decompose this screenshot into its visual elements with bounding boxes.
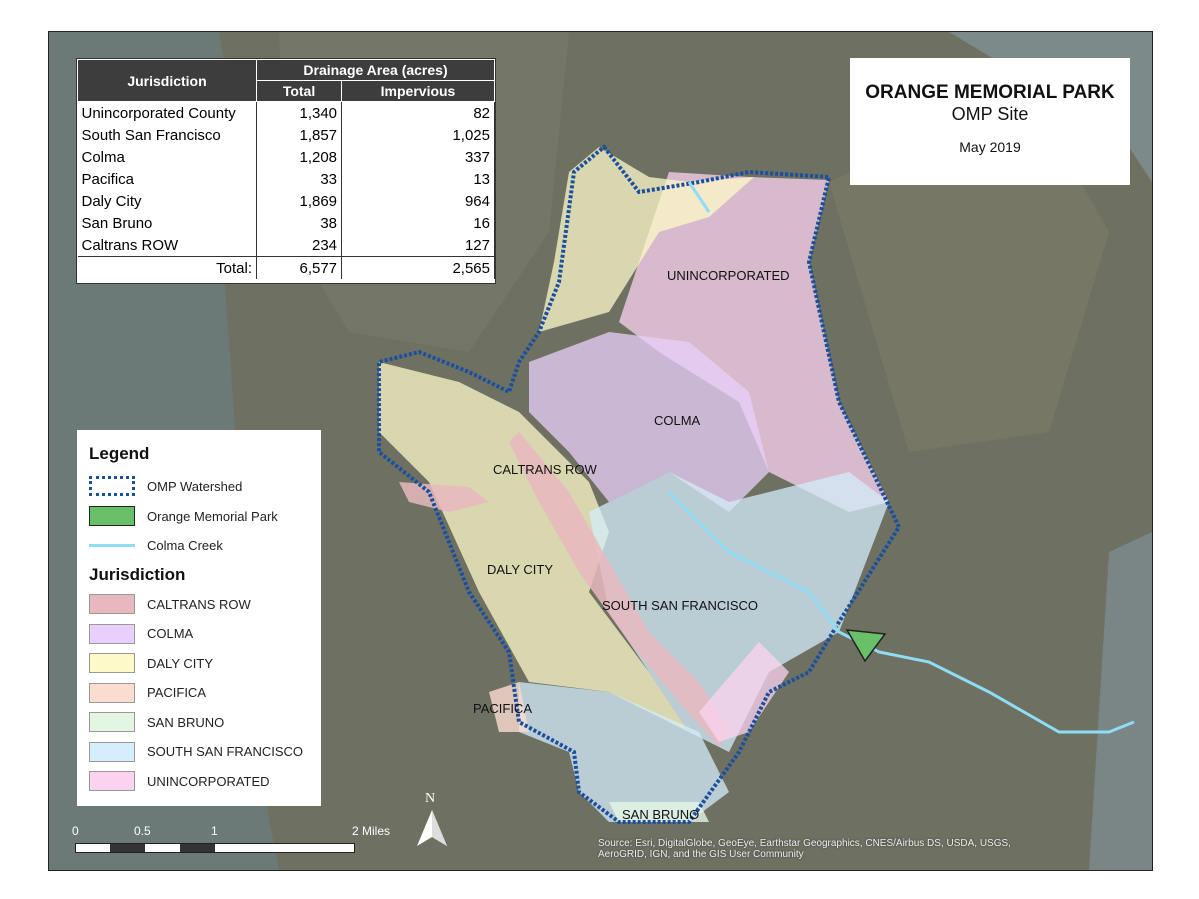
jurisdiction-label: SAN BRUNO [147,714,225,730]
north-arrow: N [417,791,447,846]
caltrans-row-area [509,432,729,747]
jurisdiction-heading: Jurisdiction [89,565,186,584]
south-sf-area-lower [519,682,729,822]
legend-item-unincorporated: UNINCORPORATED [89,769,270,793]
table-row: San Bruno 38 16 [77,212,495,234]
table-header-drainage: Drainage Area (acres) [256,59,495,81]
jurisdiction-label: DALY CITY [147,655,213,671]
table-header-jurisdiction: Jurisdiction [77,59,257,102]
label-caltrans: CALTRANS ROW [493,462,597,477]
legend-item-san-bruno: SAN BRUNO [89,710,224,734]
table-row: Unincorporated County 1,340 82 [77,101,495,124]
watershed-swatch [89,476,135,496]
label-south-sf: SOUTH SAN FRANCISCO [602,598,759,613]
jurisdiction-swatch [89,741,135,762]
legend-item-creek: Colma Creek [89,533,223,557]
colma-area [529,332,769,512]
san-bruno-area [609,802,709,822]
jurisdiction-swatch [89,623,135,644]
unincorporated-patch [699,642,789,742]
jurisdiction-swatch [89,712,135,732]
legend-item-daly-city: DALY CITY [89,651,213,675]
legend-item-south-san-francisco: SOUTH SAN FRANCISCO [89,740,303,764]
legend-item-park: Orange Memorial Park [89,504,278,528]
unincorporated-area [619,172,889,512]
table-row: Colma 1,208 337 [77,146,495,168]
jurisdiction-label: SOUTH SAN FRANCISCO [147,744,304,759]
table-header-impervious: Impervious [341,80,495,102]
omp-watershed-outline [377,144,902,824]
scale-label-1: 1 [211,824,218,838]
north-label: N [425,791,435,806]
colma-creek-line [667,181,1135,734]
scale-label-2: 2 Miles [352,824,391,838]
legend-item-colma: COLMA [89,622,193,646]
table-header-total: Total [255,80,343,102]
table-row: Daly City 1,869 964 [77,190,495,212]
jurisdiction-swatch [89,771,135,791]
legend-panel: Legend OMP Watershed Orange Memorial Par… [77,430,321,806]
attribution: Source: Esri, DigitalGlobe, GeoEye, Eart… [598,838,1011,860]
table-row: Caltrans ROW 234 127 [77,234,495,257]
drainage-area-table: Jurisdiction Drainage Area (acres) Total… [76,58,496,284]
legend-item-watershed: OMP Watershed [89,474,242,498]
legend-item-caltrans-row: CALTRANS ROW [89,592,251,616]
jurisdiction-swatch [89,682,135,703]
title-box: ORANGE MEMORIAL PARK OMP Site May 2019 [850,58,1130,185]
scale-label-half: 0.5 [134,824,151,838]
scale-label-0: 0 [72,824,79,838]
label-unincorporated: UNINCORPORATED [667,268,790,283]
legend-heading: Legend [89,444,150,463]
label-pacifica: PACIFICA [473,701,532,716]
table-row: South San Francisco 1,857 1,025 [77,124,495,146]
label-san-bruno: SAN BRUNO [622,807,700,822]
map-subtitle: OMP Site [951,104,1029,124]
jurisdiction-swatch [89,594,135,614]
daly-city-area-south [379,362,689,732]
map-title: ORANGE MEMORIAL PARK [865,82,1115,103]
label-daly-city: DALY CITY [487,562,553,577]
daly-city-area-north [539,147,754,332]
map-date: May 2019 [959,139,1021,155]
orange-memorial-park-polygon [845,629,887,663]
jurisdiction-label: UNINCORPORATED [147,773,270,789]
label-colma: COLMA [654,413,701,428]
table-total-row: Total: 6,577 2,565 [77,256,495,279]
bay-water-south [1089,532,1152,870]
attribution-line-1: Source: Esri, DigitalGlobe, GeoEye, Eart… [598,838,1011,849]
table-row: Pacifica 33 13 [77,168,495,190]
caltrans-row-interchange [399,482,489,512]
creek-swatch [89,543,135,547]
jurisdiction-label: PACIFICA [147,685,206,700]
attribution-line-2: AeroGRID, IGN, and the GIS User Communit… [598,849,804,860]
legend-item-pacifica: PACIFICA [89,681,206,705]
jurisdiction-swatch [89,653,135,673]
jurisdiction-label: COLMA [147,626,194,641]
park-swatch [89,506,135,526]
jurisdiction-label: CALTRANS ROW [147,596,251,612]
